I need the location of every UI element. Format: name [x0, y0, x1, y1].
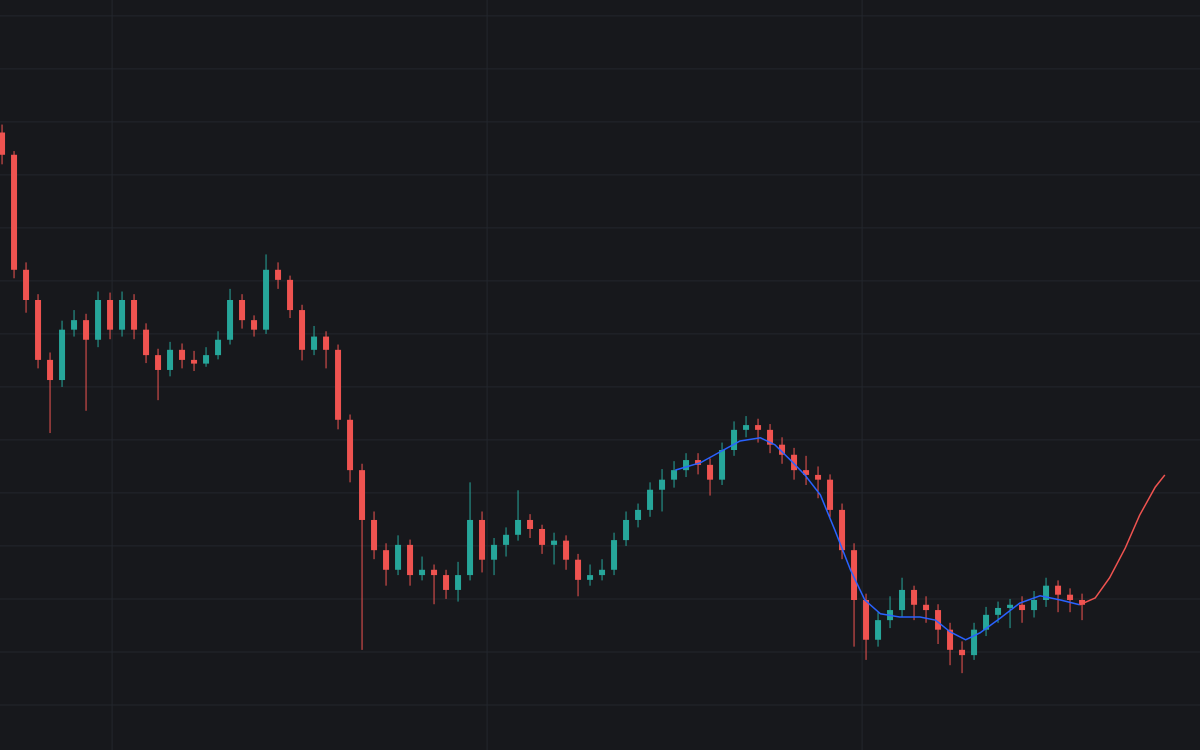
- candle-body: [635, 509, 642, 520]
- candle-body: [443, 575, 450, 590]
- candle-body: [479, 519, 486, 560]
- candle-body: [1007, 604, 1014, 608]
- candle-body: [623, 519, 630, 541]
- candle-body: [611, 540, 618, 570]
- candle-body: [275, 269, 282, 280]
- candle-body: [347, 419, 354, 471]
- candle-body: [359, 470, 366, 520]
- candle-body: [587, 575, 594, 580]
- candle-body: [131, 300, 138, 330]
- candle-body: [47, 359, 54, 381]
- candle-body: [647, 489, 654, 510]
- candle-body: [671, 470, 678, 480]
- candle-body: [923, 604, 930, 611]
- candle-body: [23, 269, 30, 300]
- candle-body: [299, 310, 306, 350]
- candle-body: [1067, 594, 1074, 600]
- candle-body: [875, 620, 882, 640]
- candle-body: [83, 320, 90, 340]
- candle-body: [743, 425, 750, 430]
- candle-body: [239, 300, 246, 321]
- candle-body: [767, 429, 774, 445]
- candle-body: [455, 575, 462, 590]
- candle-body: [179, 349, 186, 360]
- candle-body: [383, 550, 390, 570]
- candle-body: [203, 355, 210, 364]
- candle-body: [515, 519, 522, 535]
- candle-body: [527, 519, 534, 529]
- candle-body: [407, 544, 414, 576]
- candle-body: [1019, 604, 1026, 611]
- line: [1079, 474, 1166, 606]
- candle-body: [827, 479, 834, 510]
- candle-body: [95, 300, 102, 340]
- candle-body: [563, 540, 570, 560]
- candle-body: [707, 464, 714, 480]
- candle-body: [503, 534, 510, 545]
- candle-body: [119, 300, 126, 330]
- candle-body: [983, 614, 990, 630]
- candle-body: [395, 544, 402, 570]
- candle-body: [215, 339, 222, 356]
- candle-body: [659, 479, 666, 490]
- candle-body: [311, 336, 318, 350]
- candle-body: [1031, 600, 1038, 611]
- candle-body: [263, 269, 270, 330]
- candle-body: [683, 460, 690, 471]
- candle-body: [947, 629, 954, 650]
- candle-body: [815, 474, 822, 480]
- candle-body: [491, 544, 498, 560]
- candle-body: [839, 509, 846, 551]
- candle-body: [35, 300, 42, 360]
- candle-body: [167, 349, 174, 370]
- candle-body: [551, 540, 558, 545]
- candle-body: [0, 132, 6, 155]
- candle-body: [539, 528, 546, 545]
- candle-body: [911, 589, 918, 605]
- candle-body: [803, 470, 810, 475]
- candle-body: [1079, 600, 1086, 605]
- candle-body: [431, 569, 438, 576]
- candle-body: [335, 349, 342, 420]
- candle-body: [959, 649, 966, 656]
- candle-body: [731, 429, 738, 450]
- candle-body: [971, 629, 978, 656]
- candle-body: [899, 589, 906, 611]
- candle-body: [11, 154, 18, 270]
- candle-body: [467, 519, 474, 576]
- candle-body: [227, 300, 234, 340]
- candle-body: [935, 610, 942, 630]
- candle-body: [107, 300, 114, 330]
- candle-body: [779, 444, 786, 455]
- candle-body: [1055, 585, 1062, 595]
- candle-body: [59, 329, 66, 381]
- candle-body: [143, 329, 150, 356]
- candle-body: [851, 550, 858, 600]
- candle-body: [791, 454, 798, 471]
- candle-body: [155, 355, 162, 370]
- candle-body: [863, 600, 870, 640]
- candle-body: [599, 569, 606, 576]
- candle-body: [755, 425, 762, 430]
- candle-body: [995, 607, 1002, 615]
- candle-body: [251, 320, 258, 330]
- candle-body: [575, 559, 582, 580]
- candle-body: [419, 569, 426, 576]
- candle-body: [287, 279, 294, 311]
- candle-body: [371, 519, 378, 551]
- candle-body: [323, 336, 330, 350]
- line: [675, 437, 1080, 641]
- candle-body: [191, 359, 198, 364]
- candle-body: [1043, 585, 1050, 600]
- candle-body: [695, 460, 702, 465]
- candle-body: [71, 320, 78, 330]
- candle-body: [719, 450, 726, 480]
